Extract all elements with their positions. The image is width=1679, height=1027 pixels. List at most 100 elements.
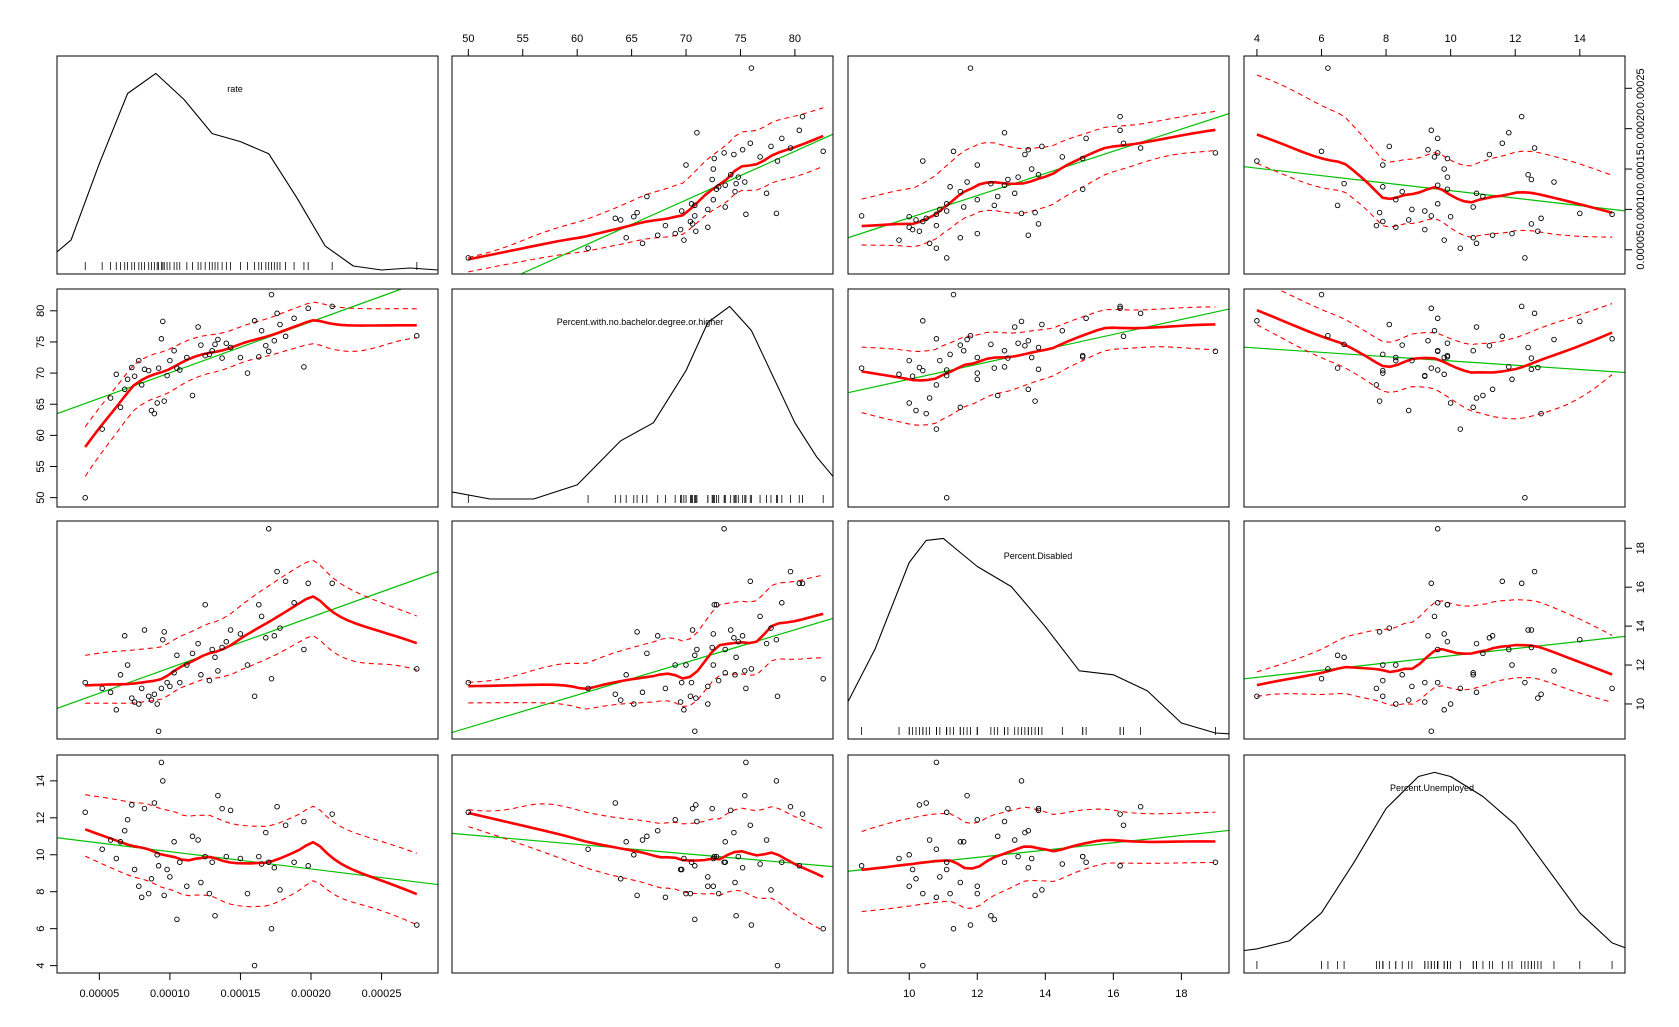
y-tick-label: 10 xyxy=(35,849,47,861)
data-point xyxy=(1409,357,1415,364)
y-tick-label: 12 xyxy=(1635,659,1647,671)
data-point xyxy=(1254,693,1260,699)
data-point xyxy=(916,802,923,808)
data-point xyxy=(99,846,105,852)
data-point xyxy=(617,217,624,223)
data-point xyxy=(1447,400,1454,406)
x-tick-label: 70 xyxy=(680,33,692,45)
data-point xyxy=(219,805,225,812)
data-point xyxy=(654,232,661,238)
data-point xyxy=(124,376,131,383)
data-point xyxy=(974,890,981,897)
data-point xyxy=(155,728,162,734)
data-point xyxy=(1522,255,1528,261)
data-point xyxy=(820,925,826,932)
data-point xyxy=(1422,226,1428,233)
data-point xyxy=(1434,600,1441,606)
data-point xyxy=(154,400,160,406)
data-point xyxy=(1254,318,1260,324)
data-point xyxy=(733,180,739,187)
data-point xyxy=(731,151,737,158)
data-point xyxy=(705,683,711,690)
data-point xyxy=(1434,679,1441,686)
data-point xyxy=(1137,145,1144,151)
data-point xyxy=(1001,129,1008,136)
data-point xyxy=(131,373,138,379)
smooth-upper-band xyxy=(1256,599,1613,673)
data-point xyxy=(263,635,269,641)
x-tick-label: 0.00015 xyxy=(221,988,261,1000)
smooth-upper-band xyxy=(861,110,1216,200)
smooth-line xyxy=(1256,643,1613,687)
data-point xyxy=(1434,135,1441,142)
data-point xyxy=(1079,354,1086,360)
data-point xyxy=(1380,184,1386,190)
data-point xyxy=(1120,140,1127,146)
data-point xyxy=(113,855,120,862)
data-point xyxy=(1422,208,1428,214)
smooth-lower-band xyxy=(861,861,1216,913)
data-point xyxy=(113,707,120,713)
data-point xyxy=(1470,672,1476,678)
panel-frame xyxy=(451,288,834,508)
data-point xyxy=(722,204,728,210)
data-point xyxy=(687,693,694,699)
smooth-lower-band xyxy=(84,855,418,926)
data-point xyxy=(681,855,687,862)
variable-label: Percent.Disabled xyxy=(1004,551,1073,561)
data-point xyxy=(933,759,940,766)
data-point xyxy=(1405,407,1412,414)
panel-0-2 xyxy=(848,65,1229,261)
data-point xyxy=(1079,186,1086,192)
data-point xyxy=(1380,662,1386,668)
smooth-upper-band xyxy=(85,794,417,854)
panel-3-2 xyxy=(848,759,1229,969)
data-point xyxy=(689,805,696,812)
smooth-lower-band xyxy=(468,657,824,710)
data-point xyxy=(943,255,950,261)
data-point xyxy=(121,386,128,393)
data-point xyxy=(694,129,700,136)
data-point xyxy=(219,644,225,651)
data-point xyxy=(1376,629,1383,635)
data-point xyxy=(1399,188,1405,195)
data-point xyxy=(1470,234,1476,241)
data-point xyxy=(1428,127,1435,134)
smooth-line xyxy=(84,828,418,896)
data-point xyxy=(184,662,190,668)
data-point xyxy=(1318,675,1325,682)
data-point xyxy=(763,190,770,197)
panel-frame xyxy=(847,288,1230,508)
x-tick-label: 12 xyxy=(1509,33,1521,45)
data-point xyxy=(1457,685,1464,692)
data-point xyxy=(933,336,940,342)
data-point xyxy=(1473,689,1480,696)
data-point xyxy=(161,892,167,899)
data-point xyxy=(763,837,770,843)
data-point xyxy=(227,807,234,814)
panel-frame xyxy=(1243,754,1626,974)
smooth-lower-band xyxy=(1256,324,1613,420)
panel-2-0 xyxy=(57,526,438,734)
data-point xyxy=(1457,245,1464,251)
data-point xyxy=(731,829,737,836)
data-point xyxy=(1444,340,1451,346)
data-point xyxy=(631,213,637,220)
data-point xyxy=(654,827,661,834)
data-point xyxy=(796,127,803,134)
panel-frame xyxy=(451,520,834,740)
data-point xyxy=(305,305,311,312)
data-point xyxy=(689,627,696,633)
data-point xyxy=(1473,324,1480,330)
data-point xyxy=(967,922,974,928)
data-point xyxy=(301,364,307,370)
data-point xyxy=(1011,837,1018,843)
data-point xyxy=(202,601,208,608)
data-point xyxy=(1434,367,1441,373)
data-point xyxy=(1509,376,1515,383)
data-point xyxy=(774,158,781,164)
data-point xyxy=(920,367,926,374)
data-point xyxy=(136,357,142,364)
data-point xyxy=(692,652,698,659)
data-point xyxy=(268,291,275,298)
